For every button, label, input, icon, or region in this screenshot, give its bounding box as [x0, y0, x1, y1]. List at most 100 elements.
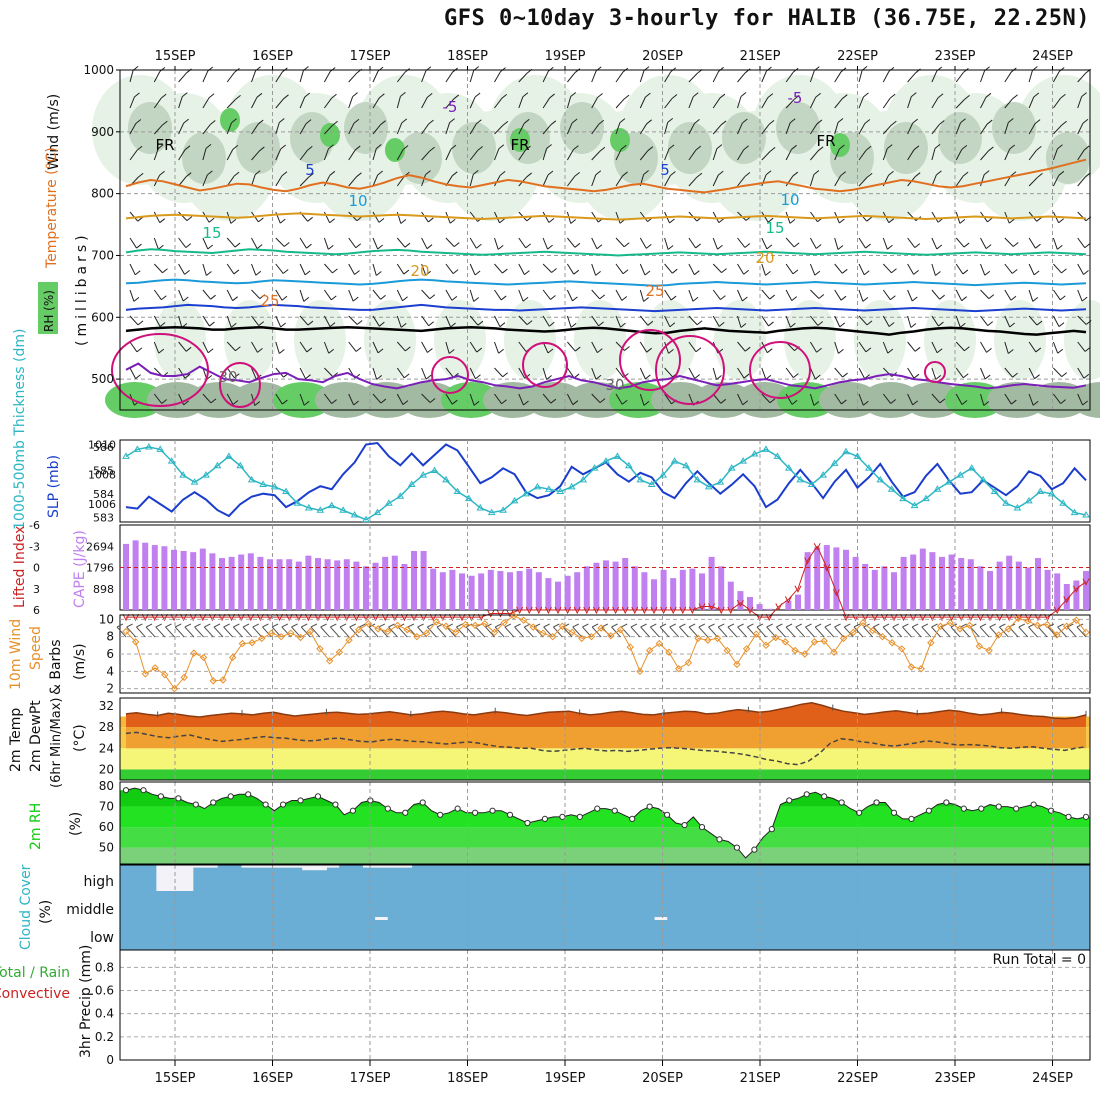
wind-barb [907, 237, 916, 248]
thickness-point [430, 466, 439, 473]
wind-barb-flag [1007, 118, 1014, 123]
wind-barb [737, 341, 746, 352]
date-label-bottom: 23SEP [935, 1071, 976, 1086]
wind-barb [591, 341, 598, 353]
wind-barb-flag [597, 93, 603, 98]
cape-bar [929, 552, 936, 610]
temp-panel-label-1: 2m Temp [8, 708, 24, 772]
wind-barb-flag [769, 294, 775, 300]
lifted-index-point [448, 613, 456, 622]
wind-barb [251, 341, 258, 353]
lifted-index-point [1005, 613, 1013, 622]
lifted-index-point [861, 613, 869, 622]
wind-barb-flag [208, 217, 215, 223]
wind-barb-flag [159, 322, 166, 327]
date-label-top: 23SEP [935, 49, 976, 64]
lifted-index-point [736, 599, 744, 608]
cloud-high-cell [277, 865, 291, 868]
surface-wind-barb [339, 626, 350, 638]
pressure-tick-label: 600 [91, 310, 114, 324]
cloud-high-cell [241, 865, 255, 868]
wind-barb-flag [353, 118, 360, 124]
wind-barb-flag [720, 398, 727, 404]
surface-wind-barb-flag [155, 623, 163, 628]
lifted-index-point [477, 613, 485, 622]
wind-barb [1077, 237, 1086, 249]
rh-point [943, 799, 950, 806]
wind-barb [980, 97, 987, 109]
cape-bar [1063, 584, 1070, 610]
lifted-index-point [602, 606, 610, 615]
wind-barb [688, 315, 698, 326]
wind-barb-flag [744, 243, 751, 248]
lifted-index-point [756, 613, 764, 622]
wind-barb [1004, 98, 1013, 109]
wind-barb [931, 367, 937, 380]
wind-barb [348, 393, 355, 406]
wind-speed-point [927, 639, 935, 647]
wind-barb [1052, 71, 1060, 83]
wind-barb-flag [502, 120, 509, 126]
wind-barb-flag [136, 243, 142, 249]
wind-barb [639, 96, 646, 109]
rh-green-patch [830, 133, 850, 157]
wind-barb [542, 70, 549, 83]
cloud-high-cell [290, 865, 303, 868]
surface-wind-barb [494, 626, 505, 638]
wind-barb-flag [769, 146, 776, 152]
wind-barb [469, 211, 478, 222]
cape-bar [919, 548, 926, 610]
wind-barb [396, 122, 403, 135]
wind-barb-flag [1012, 94, 1018, 100]
surface-wind-barb [300, 626, 311, 638]
wind-barb-flag [210, 398, 217, 404]
rh-point [960, 805, 967, 812]
pressure-tick-label: 900 [91, 125, 114, 139]
thickness-point [1036, 487, 1045, 495]
lifted-index-point [621, 606, 629, 615]
surface-wind-barb [911, 626, 922, 638]
wind-speed-point [752, 630, 761, 638]
wind-barb-flag [550, 398, 557, 404]
cape-bar [190, 552, 197, 610]
cape-bar [871, 569, 878, 610]
rh-midlevel-patch [854, 300, 906, 380]
wind-barb [591, 263, 597, 276]
wind-barb [615, 122, 621, 135]
wind-speed-point [422, 629, 431, 637]
wind-barb [712, 71, 720, 83]
lifted-index-point [880, 613, 888, 622]
thickness-point [224, 452, 233, 459]
rh-unit-label: (%) [68, 812, 84, 836]
thickness-point [304, 503, 313, 511]
wind-barb [518, 72, 528, 83]
cape-bar [305, 555, 312, 610]
surface-wind-barb-flag [320, 623, 327, 628]
isotherm-line [125, 212, 1087, 221]
wind-barb [299, 237, 307, 249]
wind-barb-flag [866, 216, 873, 222]
wind-barb [202, 97, 210, 109]
wind-barb [615, 341, 625, 351]
wind-barb-flag [451, 399, 458, 405]
wind-barb-flag [765, 170, 772, 176]
wind-barb-flag [235, 94, 241, 100]
wind-barb-flag [210, 294, 216, 300]
cape-bar [852, 556, 859, 610]
wind-speed-point [1004, 625, 1013, 633]
rh-point [733, 844, 741, 851]
wind-barb [323, 175, 331, 187]
wind-barb-flag [887, 244, 893, 250]
wind-barb [129, 123, 137, 135]
lifted-tick-label: -3 [29, 540, 40, 553]
rh-lowlevel-patch [861, 382, 921, 418]
wind-barb-flag [278, 349, 285, 354]
wind-barb-flag [232, 296, 238, 302]
wind-speed-point [248, 639, 256, 647]
isotherm-line [125, 158, 1087, 194]
wind-barb-flag [938, 321, 944, 327]
wind-barb-flag [818, 294, 825, 299]
isotherm-label: 25 [260, 292, 279, 310]
wind-barb-flag [256, 92, 263, 98]
wind-panel-label-1: 10m Wind [8, 619, 24, 690]
